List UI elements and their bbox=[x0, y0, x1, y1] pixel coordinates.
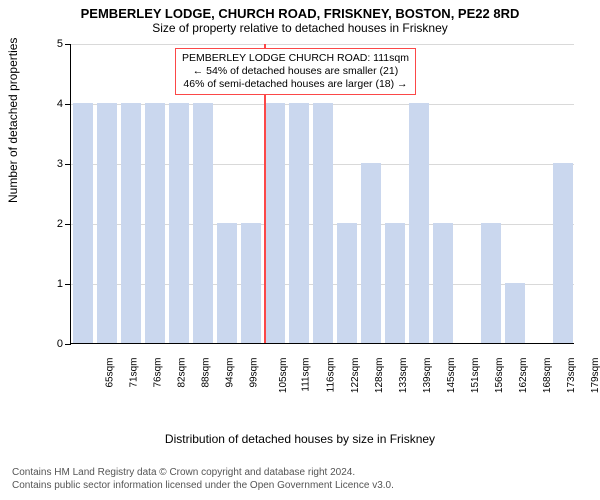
x-tick-label: 156sqm bbox=[494, 358, 505, 394]
y-tick bbox=[65, 44, 71, 45]
annot-line2: ← 54% of detached houses are smaller (21… bbox=[182, 65, 409, 78]
x-tick-label: 122sqm bbox=[350, 358, 361, 394]
bar bbox=[97, 103, 117, 343]
bar bbox=[217, 223, 237, 343]
annotation-box: PEMBERLEY LODGE CHURCH ROAD: 111sqm← 54%… bbox=[175, 48, 416, 95]
bar bbox=[361, 163, 381, 343]
bar bbox=[505, 283, 525, 343]
y-tick bbox=[65, 284, 71, 285]
bar bbox=[121, 103, 141, 343]
y-tick bbox=[65, 164, 71, 165]
x-tick-label: 128sqm bbox=[374, 358, 385, 394]
page-title: PEMBERLEY LODGE, CHURCH ROAD, FRISKNEY, … bbox=[0, 0, 600, 21]
y-tick-label: 3 bbox=[51, 158, 63, 170]
x-tick-label: 139sqm bbox=[422, 358, 433, 394]
y-tick-label: 2 bbox=[51, 218, 63, 230]
bar bbox=[265, 103, 285, 343]
bar bbox=[409, 103, 429, 343]
bar bbox=[193, 103, 213, 343]
chart-area: 0 1 2 3 4 5 65sqm 71sqm 76sqm 82sqm 88sqm 94sqm 99sq… bbox=[46, 40, 574, 394]
x-tick-label: 65sqm bbox=[105, 358, 116, 388]
y-tick-label: 0 bbox=[51, 338, 63, 350]
y-axis-label: Number of detached properties bbox=[6, 38, 20, 203]
bar bbox=[385, 223, 405, 343]
annot-line1: PEMBERLEY LODGE CHURCH ROAD: 111sqm bbox=[182, 52, 409, 65]
bar bbox=[73, 103, 93, 343]
x-tick-label: 88sqm bbox=[201, 358, 212, 388]
x-axis-label: Distribution of detached houses by size … bbox=[0, 432, 600, 446]
x-tick-label: 71sqm bbox=[129, 358, 140, 388]
y-tick-label: 5 bbox=[51, 38, 63, 50]
bar bbox=[481, 223, 501, 343]
bar bbox=[313, 103, 333, 343]
x-tick-label: 111sqm bbox=[301, 358, 312, 392]
plot: 01234565sqm71sqm76sqm82sqm88sqm94sqm99sq… bbox=[70, 44, 574, 344]
x-tick-label: 76sqm bbox=[153, 358, 164, 388]
y-tick bbox=[65, 344, 71, 345]
x-tick-label: 116sqm bbox=[325, 358, 336, 393]
x-tick-label: 179sqm bbox=[590, 358, 600, 394]
bar bbox=[337, 223, 357, 343]
x-tick-label: 145sqm bbox=[446, 358, 457, 394]
bar bbox=[289, 103, 309, 343]
x-tick-label: 133sqm bbox=[398, 358, 409, 394]
footer-line2: Contains public sector information licen… bbox=[12, 479, 588, 492]
x-tick-label: 173sqm bbox=[566, 358, 577, 394]
gridline bbox=[71, 44, 574, 45]
bar bbox=[169, 103, 189, 343]
footer-line1: Contains HM Land Registry data © Crown c… bbox=[12, 466, 588, 479]
y-tick bbox=[65, 104, 71, 105]
bar bbox=[553, 163, 573, 343]
bar bbox=[241, 223, 261, 343]
page-subtitle: Size of property relative to detached ho… bbox=[0, 21, 600, 37]
y-tick bbox=[65, 224, 71, 225]
x-tick-label: 168sqm bbox=[542, 358, 553, 394]
x-tick-label: 82sqm bbox=[177, 358, 188, 388]
x-tick-label: 94sqm bbox=[225, 358, 236, 388]
x-tick-label: 151sqm bbox=[470, 358, 481, 394]
y-tick-label: 4 bbox=[51, 98, 63, 110]
x-tick-label: 99sqm bbox=[249, 358, 260, 388]
x-tick-label: 162sqm bbox=[518, 358, 529, 394]
x-tick-label: 105sqm bbox=[278, 358, 289, 394]
annot-line3: 46% of semi-detached houses are larger (… bbox=[182, 78, 409, 91]
footer-attribution: Contains HM Land Registry data © Crown c… bbox=[0, 460, 600, 500]
bar bbox=[433, 223, 453, 343]
bar bbox=[145, 103, 165, 343]
y-tick-label: 1 bbox=[51, 278, 63, 290]
